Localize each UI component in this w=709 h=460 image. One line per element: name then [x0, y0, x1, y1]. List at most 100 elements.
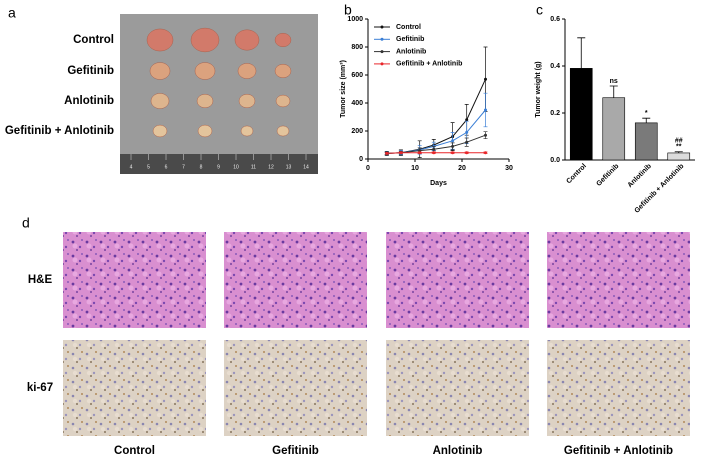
ruler-label: 4: [130, 164, 133, 170]
ruler-label: 13: [286, 164, 292, 170]
panel-label: d: [22, 215, 30, 231]
tumor: [146, 28, 174, 52]
point: [418, 151, 422, 155]
y-tick-label: 400: [351, 100, 363, 107]
tumor: [150, 93, 170, 109]
point: [465, 118, 469, 122]
tumor: [196, 93, 214, 109]
point: [451, 139, 455, 143]
y-tick-label: 600: [351, 72, 363, 79]
micrograph: [224, 232, 367, 328]
legend-label: Gefitinib + Anlotinib: [396, 61, 462, 68]
series-line: [386, 78, 486, 154]
y-tick-label: 0.6: [550, 16, 560, 23]
point: [484, 151, 487, 155]
tumor: [274, 63, 292, 79]
point: [484, 108, 487, 112]
error-bar: [609, 85, 618, 98]
ruler-label: 9: [217, 164, 220, 170]
point: [484, 77, 487, 81]
ruler-label: 6: [165, 164, 168, 170]
x-tick-label: Gefitinib: [595, 163, 620, 188]
x-tick-label: 20: [458, 165, 466, 172]
micrograph: [386, 232, 529, 328]
point: [465, 151, 469, 155]
group-label: Gefitinib + Anlotinib: [5, 125, 114, 137]
y-tick-label: 800: [351, 44, 363, 51]
micrograph: [224, 340, 367, 436]
legend-marker: [380, 62, 384, 66]
bar: [667, 152, 691, 161]
series-line: [386, 109, 486, 154]
tumor: [234, 29, 260, 51]
group-label: Gefitinib: [67, 65, 114, 77]
ruler-label: 5: [147, 164, 150, 170]
point: [465, 140, 469, 144]
point: [465, 130, 469, 134]
y-tick-label: 0.2: [550, 110, 560, 117]
column-label: Gefitinib + Anlotinib: [564, 445, 673, 457]
y-axis-label: Tumor size (mm³): [340, 60, 347, 118]
row-label: ki-67: [27, 382, 53, 394]
legend-label: Control: [396, 24, 421, 31]
y-tick-label: 1000: [347, 16, 363, 23]
point: [451, 151, 455, 155]
panel-label: c: [536, 2, 543, 18]
x-axis-label: Days: [430, 180, 447, 187]
panel-label: b: [344, 2, 352, 18]
error-bar: [642, 117, 651, 123]
ruler-label: 11: [251, 164, 256, 170]
bar: [634, 122, 658, 161]
tumor: [190, 27, 220, 53]
tumor: [240, 125, 254, 137]
panel-label: a: [8, 5, 16, 21]
group-label: Anlotinib: [64, 95, 114, 107]
point: [451, 144, 455, 148]
tumor: [152, 124, 168, 138]
row-label: H&E: [28, 274, 53, 286]
tumor: [238, 93, 256, 109]
x-tick-label: 0: [366, 165, 370, 172]
ruler-label: 10: [233, 164, 239, 170]
y-tick-label: 200: [351, 128, 363, 135]
y-tick-label: 0.0: [550, 157, 560, 164]
ruler: [120, 154, 318, 174]
x-tick-label: 10: [411, 165, 419, 172]
significance: *: [645, 110, 648, 117]
tumor: [194, 62, 216, 80]
y-tick-label: 0: [359, 156, 363, 163]
tumor: [276, 125, 290, 137]
x-tick-label: 30: [505, 165, 513, 172]
ruler-label: 8: [200, 164, 203, 170]
tumor: [237, 63, 257, 79]
x-tick-label: Anlotinib: [627, 163, 653, 189]
tumor: [274, 32, 292, 48]
point: [432, 151, 436, 155]
ruler-label: 12: [268, 164, 274, 170]
tumor: [275, 94, 291, 108]
legend-marker: [380, 50, 384, 54]
error-bar: [674, 151, 683, 153]
column-label: Control: [114, 445, 155, 457]
ruler-label: 7: [182, 164, 185, 170]
legend-label: Gefitinib: [396, 36, 424, 43]
tumor: [149, 62, 171, 80]
significance: **: [676, 144, 682, 151]
group-label: Control: [73, 34, 114, 46]
y-tick-label: 0.4: [550, 63, 560, 70]
column-label: Anlotinib: [433, 445, 483, 457]
point: [484, 133, 487, 137]
legend-marker: [380, 25, 384, 29]
y-axis-label: Tumor weight (g): [535, 61, 542, 117]
micrograph: [63, 340, 206, 436]
legend-label: Anlotinib: [396, 48, 426, 55]
micrograph: [547, 232, 690, 328]
ruler-label: 14: [303, 164, 309, 170]
error-bar: [577, 37, 586, 69]
micrograph: [547, 340, 690, 436]
column-label: Gefitinib: [272, 445, 319, 457]
micrograph: [63, 232, 206, 328]
point: [418, 149, 422, 153]
point: [385, 151, 389, 155]
